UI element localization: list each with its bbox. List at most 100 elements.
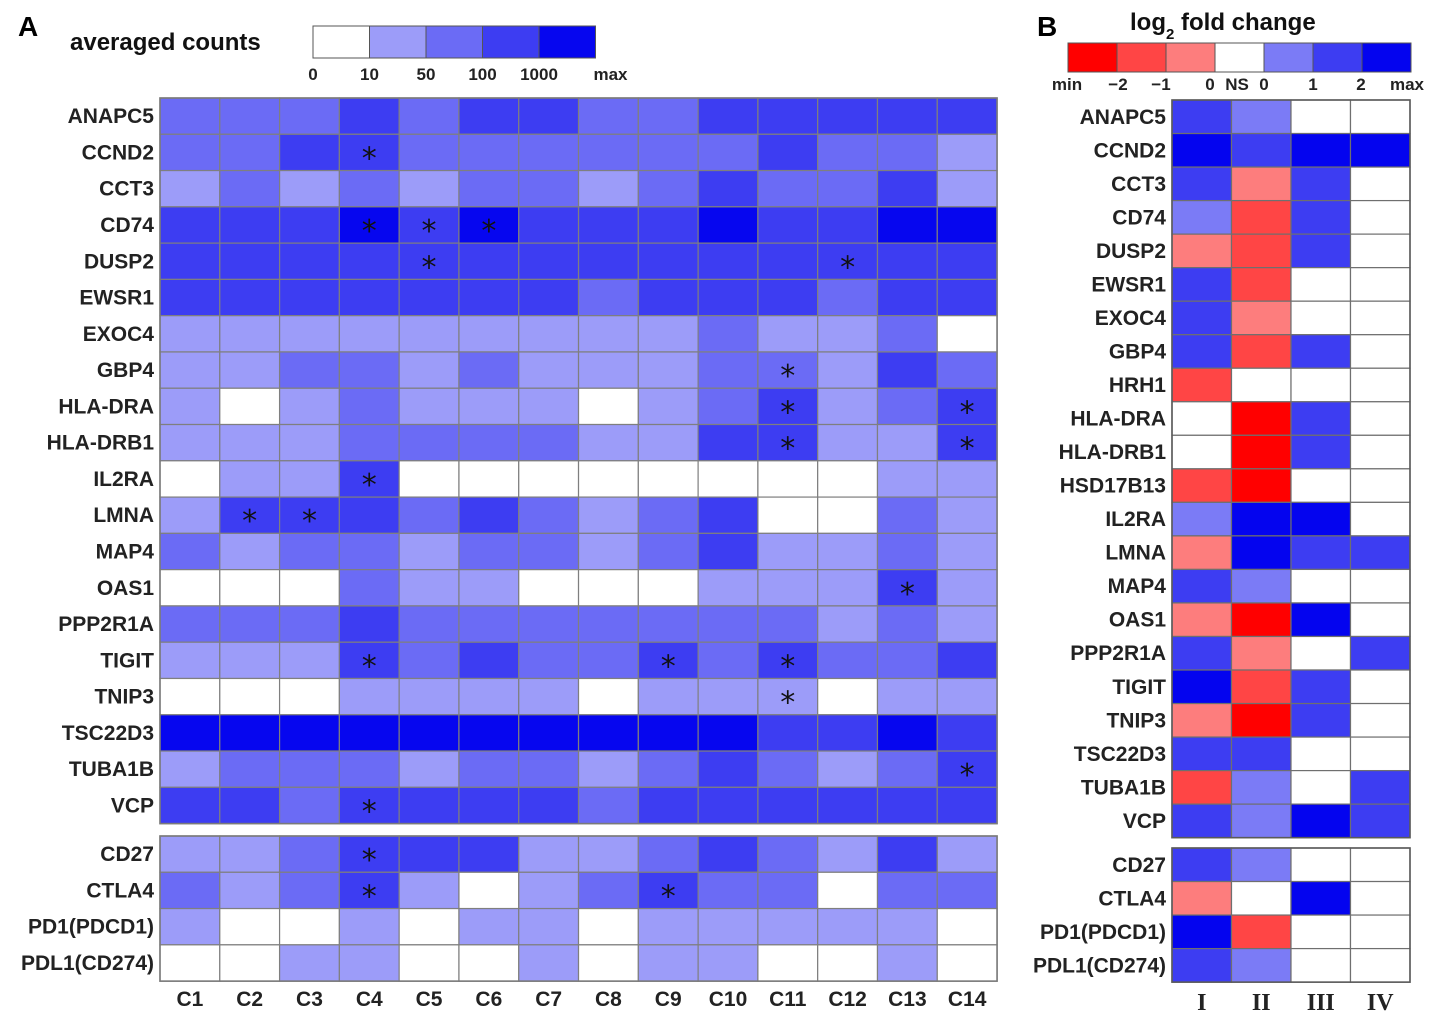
panel-a-cell xyxy=(518,835,580,873)
panel-a-cell xyxy=(458,97,520,135)
panel-a-cell xyxy=(697,97,759,135)
panel-b-cell xyxy=(1230,769,1292,805)
panel-a-column-label: C12 xyxy=(828,988,867,1011)
panel-a-cell xyxy=(518,460,580,498)
panel-a-cell xyxy=(159,206,221,244)
panel-a-group-border xyxy=(159,97,998,825)
panel-a-cell xyxy=(219,569,281,607)
panel-a-cell xyxy=(338,169,400,208)
significance-marker: * xyxy=(960,395,975,430)
panel-a-cell xyxy=(577,605,639,643)
panel-a-cell xyxy=(159,387,221,426)
panel-a-row-label: CTLA4 xyxy=(86,879,154,902)
panel-a-cell xyxy=(159,641,221,680)
panel-a-cell xyxy=(817,714,879,752)
panel-b-cell xyxy=(1171,669,1233,705)
panel-a-cell xyxy=(398,387,460,426)
panel-b-row-label: MAP4 xyxy=(1108,575,1167,598)
panel-a-cell xyxy=(458,714,520,752)
panel-a-cell xyxy=(697,133,759,172)
significance-marker: * xyxy=(780,395,795,430)
panel-b-column-label: II xyxy=(1252,990,1271,1012)
panel-a-cell xyxy=(278,907,340,946)
panel-a-cell xyxy=(817,677,879,716)
panel-b-cell xyxy=(1171,267,1233,302)
panel-a-cell xyxy=(338,750,400,788)
panel-b-row-label: PD1(PDCD1) xyxy=(1040,921,1166,944)
panel-a-cell xyxy=(637,677,699,716)
panel-b-row-label: HLA-DRA xyxy=(1070,408,1166,431)
panel-b-label: B xyxy=(1037,11,1057,42)
significance-marker: * xyxy=(780,432,795,467)
panel-b-cell xyxy=(1290,199,1352,235)
panel-a-cell xyxy=(458,944,520,982)
panel-a-cell xyxy=(458,460,520,498)
panel-a-row-label: DUSP2 xyxy=(84,250,154,273)
panel-a-cell xyxy=(159,423,221,462)
panel-a-cell xyxy=(637,835,699,873)
panel-b-row-label: HSD17B13 xyxy=(1060,475,1166,498)
panel-a-cell xyxy=(278,605,340,643)
panel-b-row-label: CTLA4 xyxy=(1098,887,1166,910)
panel-a-cell xyxy=(159,907,221,946)
panel-a-cell xyxy=(817,460,879,498)
panel-a-cell xyxy=(637,133,699,172)
panel-a-heatmap: ANAPC5 CCND2 CCT3 CD74 DUSP2 EWSR1 EXOC4 GBP4 HL… xyxy=(21,97,998,1011)
panel-b-cell xyxy=(1290,803,1352,839)
panel-a-cell xyxy=(458,871,520,910)
panel-a-cell xyxy=(219,907,281,946)
panel-b-row-label: PPP2R1A xyxy=(1070,642,1166,665)
panel-b-cell xyxy=(1171,501,1233,537)
panel-b-cell xyxy=(1230,803,1292,839)
panel-a-cell xyxy=(637,278,699,317)
panel-a-cell xyxy=(518,242,580,280)
panel-a-cell xyxy=(817,871,879,910)
panel-a-cell xyxy=(577,351,639,389)
significance-marker: * xyxy=(960,758,975,793)
panel-a-cell xyxy=(338,569,400,607)
panel-a-cell xyxy=(637,206,699,244)
panel-a-cell xyxy=(637,97,699,135)
panel-a-row-label: LMNA xyxy=(93,504,154,527)
panel-a-title: averaged counts xyxy=(70,29,261,56)
panel-a-cell xyxy=(458,835,520,873)
panel-a-cell xyxy=(398,532,460,571)
panel-a-cell xyxy=(159,242,221,280)
panel-a-cell xyxy=(757,871,819,910)
panel-a-cell xyxy=(817,351,879,389)
panel-a-cell xyxy=(697,750,759,788)
panel-a-cell xyxy=(936,835,998,873)
panel-b-cell xyxy=(1171,334,1233,369)
panel-b-row-label: TSC22D3 xyxy=(1074,743,1166,766)
panel-a-cell xyxy=(697,351,759,389)
panel-a-cell xyxy=(278,835,340,873)
panel-a-cell xyxy=(577,677,639,716)
panel-a-cell xyxy=(697,569,759,607)
panel-b-legend-tick: −1 xyxy=(1151,75,1170,94)
panel-a-cell xyxy=(159,835,221,873)
panel-a-cell xyxy=(637,714,699,752)
panel-b-cell xyxy=(1349,769,1411,805)
panel-a-cell xyxy=(817,133,879,172)
panel-b-row-label: EXOC4 xyxy=(1095,307,1167,330)
panel-b-cell xyxy=(1230,334,1292,369)
panel-a-cell xyxy=(398,641,460,680)
panel-a-cell xyxy=(817,605,879,643)
panel-a-cell xyxy=(577,460,639,498)
panel-a-cell xyxy=(936,641,998,680)
significance-marker: * xyxy=(661,879,676,914)
panel-a-cell xyxy=(518,786,580,825)
panel-a-row-label: OAS1 xyxy=(97,577,155,600)
panel-a-cell xyxy=(697,460,759,498)
panel-a-cell xyxy=(817,97,879,135)
panel-a-legend-tick: 50 xyxy=(417,65,436,84)
panel-a-cell xyxy=(338,278,400,317)
panel-a-cell xyxy=(637,750,699,788)
panel-a-cell xyxy=(757,569,819,607)
panel-b-cell xyxy=(1230,267,1292,302)
panel-b-legend-tick: 1 xyxy=(1308,75,1317,94)
panel-a-cell xyxy=(757,169,819,208)
panel-b-cell xyxy=(1171,847,1233,883)
panel-b-cell xyxy=(1290,669,1352,705)
panel-a-cell xyxy=(637,907,699,946)
